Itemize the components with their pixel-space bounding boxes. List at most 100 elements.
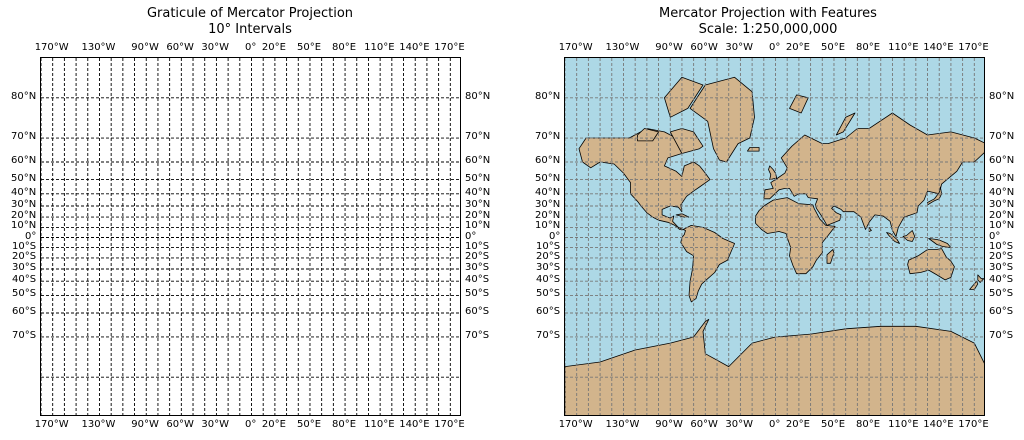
lat-tick-label: 60°S <box>12 305 37 317</box>
lon-tick-label: 0° <box>245 419 257 430</box>
lat-tick-label: 40°N <box>11 186 37 198</box>
map-canvas <box>41 58 460 415</box>
landmass-new-zealand-south <box>969 280 979 290</box>
lat-tick-label: 50°S <box>536 288 561 300</box>
landmass-ellesmere <box>664 76 704 118</box>
lat-tick-label: 20°N <box>465 210 491 222</box>
graticule-map-panel: Graticule of Mercator Projection 10° Int… <box>0 0 500 440</box>
lon-tick-label: 0° <box>245 42 257 53</box>
lat-tick-label: 70°S <box>989 329 1014 341</box>
landmass-madagascar <box>826 249 835 264</box>
landmass-greenland <box>689 76 755 163</box>
lon-tick-label: 20°E <box>261 419 286 430</box>
lon-tick-label: 140°E <box>399 42 430 53</box>
landmass-iceland <box>746 147 760 152</box>
lat-tick-label: 60°S <box>989 305 1014 317</box>
lon-tick-label: 140°E <box>923 42 954 53</box>
lat-tick-label: 40°S <box>465 274 490 286</box>
lon-tick-label: 0° <box>769 42 781 53</box>
lat-tick-label: 20°S <box>536 250 561 262</box>
lat-tick-label: 30°S <box>465 261 490 273</box>
lon-tick-label: 60°W <box>690 42 718 53</box>
lon-tick-label: 110°E <box>364 42 395 53</box>
lon-tick-label: 130°W <box>605 419 640 430</box>
lon-tick-label: 30°W <box>725 419 754 430</box>
lat-tick-label: 50°S <box>12 288 37 300</box>
lon-tick-label: 170°E <box>434 42 465 53</box>
lon-tick-label: 80°E <box>332 419 357 430</box>
lat-tick-label: 60°N <box>989 155 1015 166</box>
lon-tick-label: 90°W <box>655 42 683 53</box>
lat-tick-label: 70°N <box>465 131 491 143</box>
lon-tick-label: 80°E <box>856 42 881 53</box>
lon-tick-label: 170°E <box>958 42 989 53</box>
landmass-uk <box>768 165 778 180</box>
lon-tick-label: 110°E <box>364 419 395 430</box>
lon-tick-label: 90°W <box>131 42 159 53</box>
lon-tick-label: 50°E <box>296 419 322 430</box>
lat-tick-label: 20°S <box>465 250 490 262</box>
lat-tick-label: 20°S <box>12 250 37 262</box>
lat-tick-label: 40°S <box>536 274 561 286</box>
lon-tick-label: 50°E <box>820 42 846 53</box>
lon-tick-label: 130°W <box>605 42 640 53</box>
lat-tick-label: 70°S <box>465 329 490 341</box>
lat-tick-label: 60°S <box>536 305 561 317</box>
lat-tick-label: 70°N <box>535 131 561 143</box>
lat-tick-label: 10°S <box>989 240 1014 252</box>
landmass-cuba <box>675 213 690 218</box>
lat-tick-label: 20°N <box>11 210 37 222</box>
lat-tick-label: 10°S <box>465 240 490 252</box>
lat-tick-label: 30°S <box>12 261 37 273</box>
lat-tick-label: 30°N <box>465 199 491 210</box>
lon-tick-label: 170°E <box>958 419 989 430</box>
lat-tick-label: 50°N <box>989 172 1015 184</box>
lat-tick-label: 50°N <box>11 172 37 184</box>
landmass-south-america <box>680 224 736 303</box>
lat-tick-label: 40°N <box>465 186 491 198</box>
lat-tick-label: 30°N <box>535 199 561 210</box>
lat-tick-label: 20°N <box>989 210 1015 222</box>
lat-tick-label: 30°N <box>11 199 37 210</box>
lat-tick-label: 40°S <box>989 274 1014 286</box>
lat-tick-label: 10°N <box>11 220 37 232</box>
lat-tick-label: 10°N <box>989 220 1015 232</box>
lat-tick-label: 10°S <box>536 240 561 252</box>
map-canvas <box>565 58 984 415</box>
lon-tick-label: 60°W <box>166 42 194 53</box>
lon-tick-label: 130°W <box>81 42 116 53</box>
lat-tick-label: 0° <box>25 230 37 242</box>
lat-tick-label: 0° <box>465 230 477 242</box>
lon-tick-label: 90°W <box>131 419 159 430</box>
lon-tick-label: 30°W <box>201 419 230 430</box>
landmass-sumatra <box>886 232 900 244</box>
landmass-australia <box>907 248 955 281</box>
landmass-new-zealand-north <box>977 274 984 283</box>
lon-tick-label: 110°E <box>888 42 919 53</box>
lon-tick-label: 170°W <box>558 42 593 53</box>
landmass-borneo <box>902 230 916 242</box>
lat-tick-label: 50°N <box>535 172 561 184</box>
landmass-new-guinea <box>928 238 952 249</box>
lon-tick-label: 170°W <box>34 419 69 430</box>
lat-tick-label: 70°S <box>536 329 561 341</box>
lat-tick-label: 70°N <box>11 131 37 143</box>
lat-tick-label: 20°N <box>535 210 561 222</box>
map-subtitle: Scale: 1:250,000,000 <box>698 22 838 37</box>
lon-tick-label: 80°E <box>332 42 357 53</box>
map-title: Mercator Projection with Features <box>659 6 877 21</box>
lon-tick-label: 110°E <box>888 419 919 430</box>
lat-tick-label: 60°N <box>465 155 491 166</box>
lat-tick-label: 30°S <box>989 261 1014 273</box>
lon-tick-label: 30°W <box>725 42 754 53</box>
lat-tick-label: 0° <box>549 230 561 242</box>
lon-tick-label: 130°W <box>81 419 116 430</box>
lon-tick-label: 0° <box>769 419 781 430</box>
lon-tick-label: 60°W <box>166 419 194 430</box>
lat-tick-label: 20°S <box>989 250 1014 262</box>
lat-tick-label: 60°S <box>465 305 490 317</box>
lat-tick-label: 10°N <box>465 220 491 232</box>
lat-tick-label: 60°N <box>11 155 37 166</box>
lat-tick-label: 60°N <box>535 155 561 166</box>
lon-tick-label: 80°E <box>856 419 881 430</box>
